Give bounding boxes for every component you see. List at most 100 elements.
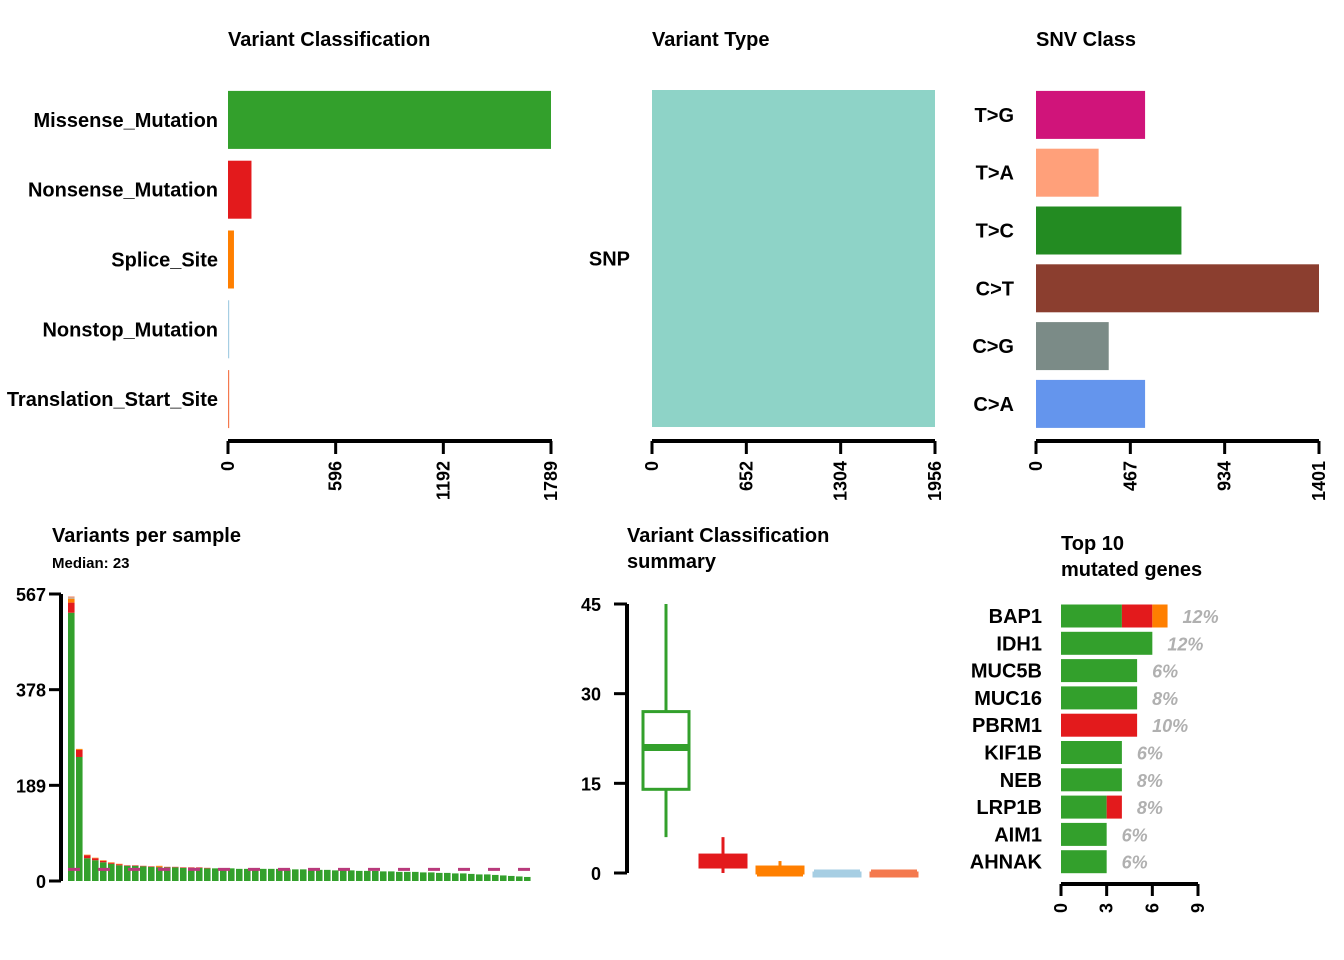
gene-label-muc16: MUC16: [974, 688, 1042, 710]
sample-bar-segment-missense-mutation: [220, 868, 227, 881]
sample-bar-segment-missense-mutation: [476, 874, 483, 881]
sample-bar-segment-missense-mutation: [468, 873, 475, 881]
category-label-splice-site: Splice_Site: [111, 250, 218, 272]
x-tick-label: 467: [1120, 461, 1140, 491]
sample-bar-segment-missense-mutation: [284, 869, 291, 881]
sample-bar-segment-missense-mutation: [100, 862, 107, 881]
gene-pct-bap1: 12%: [1183, 607, 1219, 627]
sample-bar-segment-splice-site: [116, 863, 123, 865]
gene-bar-segment-ahnak: [1061, 850, 1107, 874]
sample-bar-segment-nonsense-mutation: [84, 855, 91, 859]
sample-bar-segment-nonsense-mutation: [76, 749, 83, 757]
sample-bar-segment-missense-mutation: [500, 875, 507, 881]
sample-bar-segment-missense-mutation: [172, 867, 179, 881]
category-label-t-g: T>G: [975, 105, 1014, 127]
sample-bar-segment-nonsense-mutation: [116, 864, 123, 866]
sample-bar-segment-nonstop-mutation: [68, 597, 75, 599]
y-tick-label: 378: [16, 681, 46, 701]
bar-t-g: [1036, 90, 1146, 139]
sample-bar-segment-missense-mutation: [140, 866, 147, 881]
sample-bar-segment-missense-mutation: [316, 869, 323, 881]
sample-bar-segment-missense-mutation: [428, 872, 435, 881]
gene-pct-aim1: 6%: [1122, 825, 1148, 845]
x-tick-label: 0: [1026, 461, 1046, 471]
category-label-t-a: T>A: [976, 163, 1014, 185]
x-tick-label: 1304: [831, 461, 851, 501]
bar-t-a: [1036, 148, 1099, 197]
x-tick-label: 6: [1142, 903, 1162, 913]
gene-pct-muc5b: 6%: [1152, 662, 1178, 682]
sample-bar-segment-nonsense-mutation: [92, 858, 99, 861]
sample-bar-segment-splice-site: [100, 860, 107, 861]
top10-title-line2: mutated genes: [1061, 559, 1202, 581]
top10-title-line1: Top 10: [1061, 533, 1124, 555]
sample-bar-segment-translation-start-site: [68, 596, 75, 598]
sample-bar-segment-missense-mutation: [92, 860, 99, 881]
gene-bar-segment-neb: [1061, 768, 1122, 792]
sample-bar-segment-missense-mutation: [436, 872, 443, 881]
category-label-missense-mutation: Missense_Mutation: [34, 110, 218, 132]
gene-pct-lrp1b: 8%: [1137, 798, 1163, 818]
gene-label-ahnak: AHNAK: [970, 852, 1043, 874]
sample-bar-segment-nonsense-mutation: [172, 866, 179, 868]
sample-bar-segment-missense-mutation: [196, 867, 203, 881]
x-tick-label: 3: [1097, 903, 1117, 913]
sample-bar-segment-missense-mutation: [132, 865, 139, 881]
sample-bar-segment-missense-mutation: [388, 871, 395, 881]
sample-bar-segment-missense-mutation: [204, 868, 211, 881]
x-tick-label: 1192: [433, 461, 453, 500]
sample-bar-segment-missense-mutation: [252, 868, 259, 881]
sample-bar-segment-missense-mutation: [68, 612, 75, 881]
snv-class-panel: SNV Class T>G T>A T>C C>T C>G C>A 0 467 934 1401: [972, 29, 1329, 501]
variants-per-sample-median-label: Median: 23: [52, 555, 130, 572]
sample-bar-segment-missense-mutation: [324, 869, 331, 881]
sample-bar-segment-missense-mutation: [124, 865, 131, 881]
bar-t-c: [1036, 206, 1182, 255]
sample-bar-segment-missense-mutation: [372, 870, 379, 881]
x-tick-label: 934: [1215, 461, 1235, 491]
sample-bar-segment-missense-mutation: [212, 868, 219, 881]
gene-label-aim1: AIM1: [994, 824, 1042, 846]
y-tick-label: 30: [581, 685, 601, 705]
sample-bar-segment-missense-mutation: [364, 870, 371, 881]
sample-bar-segment-missense-mutation: [340, 870, 347, 881]
sample-bar-segment-nonsense-mutation: [164, 866, 171, 868]
bar-c-a: [1036, 379, 1146, 428]
gene-bar-segment-muc16: [1061, 686, 1138, 710]
bar-nonsense-mutation: [228, 160, 252, 219]
variants-per-sample-panel: Variants per sample Median: 23 0 189 378 56…: [16, 525, 532, 892]
snv-class-title: SNV Class: [1036, 29, 1136, 51]
sample-bar-segment-missense-mutation: [228, 868, 235, 881]
bar-missense-mutation: [228, 90, 551, 149]
category-label-nonsense-mutation: Nonsense_Mutation: [28, 180, 218, 202]
bar-nonstop-mutation: [228, 300, 230, 359]
x-tick-label: 0: [218, 461, 238, 471]
sample-bar-segment-splice-site: [92, 857, 99, 859]
y-tick-label: 15: [581, 774, 601, 794]
gene-bar-segment-idh1: [1061, 631, 1153, 655]
bar-translation-start-site: [228, 370, 230, 429]
top10-genes-panel: Top 10 mutated genes BAP1 12% IDH1 12% MUC5B…: [970, 533, 1219, 913]
variant-classification-title: Variant Classification: [228, 29, 430, 51]
variant-type-title: Variant Type: [652, 29, 769, 51]
sample-bar-segment-splice-site: [84, 854, 91, 856]
sample-bar-segment-splice-site: [108, 862, 115, 863]
sample-bar-segment-missense-mutation: [484, 874, 491, 881]
sample-bar-segment-nonsense-mutation: [68, 602, 75, 613]
sample-bar-segment-missense-mutation: [516, 876, 523, 881]
gene-bar-segment-bap1: [1061, 604, 1122, 628]
sample-bar-segment-missense-mutation: [76, 756, 83, 881]
category-label-snp: SNP: [589, 249, 630, 271]
sample-bar-segment-missense-mutation: [460, 873, 467, 881]
variant-classification-panel: Variant Classification Missense_Mutation…: [7, 29, 561, 501]
x-tick-label: 0: [642, 461, 662, 471]
gene-bar-segment-aim1: [1061, 822, 1107, 846]
gene-bar-segment-bap1: [1152, 604, 1168, 628]
bar-c-t: [1036, 264, 1319, 313]
category-label-translation-start-site: Translation_Start_Site: [7, 389, 218, 411]
sample-bar-segment-missense-mutation: [268, 868, 275, 881]
bar-splice-site: [228, 230, 234, 289]
category-label-nonstop-mutation: Nonstop_Mutation: [42, 319, 218, 341]
sample-bar-segment-missense-mutation: [508, 875, 515, 881]
